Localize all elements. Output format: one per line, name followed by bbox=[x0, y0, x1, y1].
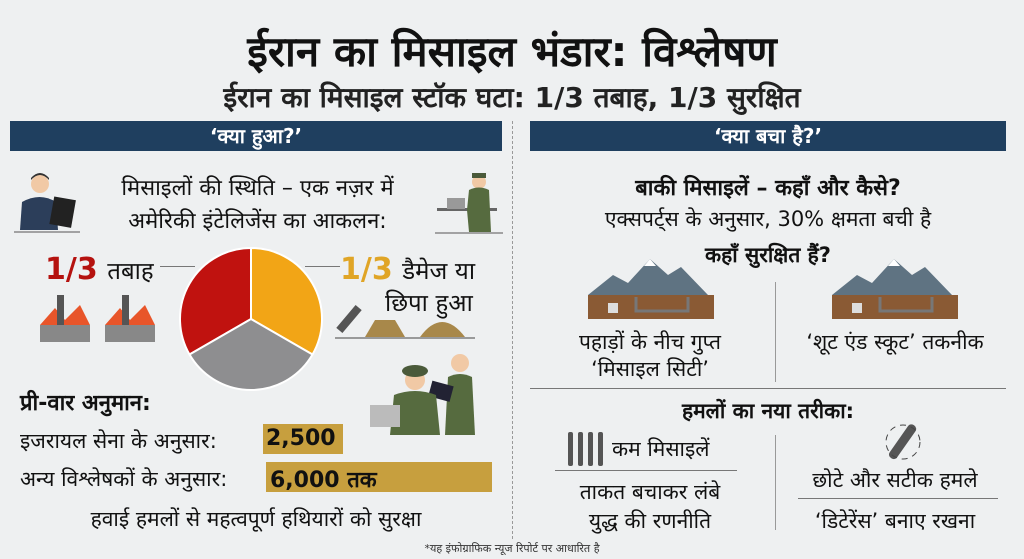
precise-underline bbox=[798, 498, 998, 499]
soldiers-icon bbox=[370, 354, 475, 435]
destroyed-label: 1/3 तबाह bbox=[45, 252, 154, 287]
strategy-line1: ताकत बचाकर लंबे bbox=[579, 480, 721, 504]
footnote: *यह इंफोग्राफिक न्यूज रिपोर्ट पर आधारित … bbox=[424, 542, 600, 555]
status-heading: मिसाइलों की स्थिति – एक नज़र में bbox=[121, 176, 394, 201]
damaged-leader-line bbox=[305, 266, 340, 267]
others-estimate-value: 6,000 तक bbox=[270, 468, 377, 493]
attack-divider bbox=[530, 388, 1006, 389]
israel-estimate-highlight bbox=[263, 424, 343, 454]
attack-columns-divider bbox=[775, 435, 776, 530]
destroyed-fraction: 1/3 bbox=[45, 252, 98, 287]
soldier-at-desk-icon bbox=[435, 173, 503, 234]
analyst-icon bbox=[14, 173, 80, 233]
damaged-fraction: 1/3 bbox=[340, 252, 393, 287]
fewer-underline bbox=[555, 470, 737, 471]
others-estimate-label: अन्य विश्लेषकों के अनुसार: bbox=[20, 467, 228, 491]
deterrence-text: ‘डिटेरेंस’ बनाए रखना bbox=[814, 509, 976, 533]
missiles-icon bbox=[568, 432, 603, 466]
strategy-line2: युद्ध की रणनीति bbox=[588, 509, 712, 533]
subtitle: ईरान का मिसाइल स्टॉक घटा: 1/3 तबाह, 1/3 … bbox=[223, 81, 801, 114]
damaged-text-2: छिपा हुआ bbox=[385, 289, 473, 317]
precision-missile-icon bbox=[885, 424, 921, 460]
precise-attacks-text: छोटे और सटीक हमले bbox=[812, 468, 978, 492]
damaged-text-1: डैमेज या bbox=[402, 257, 476, 285]
mountain-bunker-icon bbox=[588, 259, 714, 319]
missile-status-pie-chart bbox=[179, 246, 323, 391]
missile-city-line1: पहाड़ों के नीच गुप्त bbox=[578, 330, 722, 354]
remaining-heading: बाकी मिसाइलें – कहाँ और कैसे? bbox=[635, 176, 901, 201]
expert-capacity-text: एक्सपर्ट्स के अनुसार, 30% क्षमता बची है bbox=[604, 207, 932, 231]
israel-estimate-value: 2,500 bbox=[266, 426, 336, 451]
destroyed-text: तबाह bbox=[107, 257, 154, 285]
sites-divider bbox=[775, 282, 776, 382]
missile-city-line2: ‘मिसाइल सिटी’ bbox=[591, 357, 709, 381]
prewar-title: प्री-वार अनुमान: bbox=[20, 391, 151, 416]
right-section-header: ‘क्या बचा है?’ bbox=[530, 121, 1006, 151]
destroyed-leader-line bbox=[160, 266, 195, 267]
destroyed-missile-sites-icon bbox=[40, 295, 155, 342]
section-divider bbox=[512, 121, 513, 539]
where-safe-heading: कहाँ सुरक्षित हैं? bbox=[705, 243, 831, 267]
fewer-missiles-text: कम मिसाइलें bbox=[612, 437, 710, 461]
us-intel-heading: अमेरिकी इंटेलिजेंस का आकलन: bbox=[128, 209, 387, 234]
damaged-label: 1/3 डैमेज या bbox=[340, 252, 475, 287]
remaining-slice bbox=[188, 317, 314, 391]
main-title: ईरान का मिसाइल भंडार: विश्लेषण bbox=[247, 27, 777, 76]
shoot-and-scoot-text: ‘शूट एंड स्कूट’ तकनीक bbox=[806, 330, 984, 354]
others-estimate-highlight bbox=[266, 462, 492, 492]
attack-method-heading: हमलों का नया तरीका: bbox=[681, 399, 855, 423]
left-section-header: ‘क्या हुआ?’ bbox=[10, 121, 502, 151]
mountain-bunker-icon-2 bbox=[832, 259, 958, 319]
destroyed-slice bbox=[179, 246, 252, 356]
damaged-slice bbox=[250, 246, 323, 356]
protection-note: हवाई हमलों से महत्वपूर्ण हथियारों को सुर… bbox=[90, 507, 422, 531]
israel-estimate-label: इजरायल सेना के अनुसार: bbox=[20, 429, 217, 453]
hidden-missiles-icon bbox=[335, 304, 475, 339]
